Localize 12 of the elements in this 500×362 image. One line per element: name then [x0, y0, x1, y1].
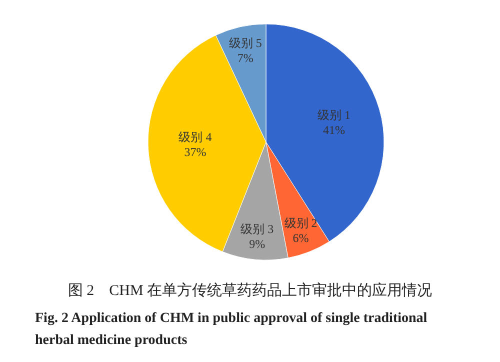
data-label: 7%	[237, 50, 254, 65]
slice-label: 级别 1	[317, 108, 350, 122]
data-label: 6%	[292, 230, 309, 245]
caption: 图 2 CHM 在单方传统草药药品上市审批中的应用情况	[68, 282, 432, 299]
data-label: 37%	[184, 145, 206, 160]
data-label: 9%	[249, 236, 266, 251]
slice-label: 级别 5	[228, 36, 262, 50]
slice-label: 级别 4	[178, 130, 212, 144]
caption: Fig. 2 Application of CHM in public approval of single traditional herbal medicine products	[35, 311, 428, 348]
slice-label: 级别 3	[240, 222, 274, 236]
data-label: 41%	[322, 123, 345, 138]
slice-label: 级别 2	[284, 216, 318, 230]
